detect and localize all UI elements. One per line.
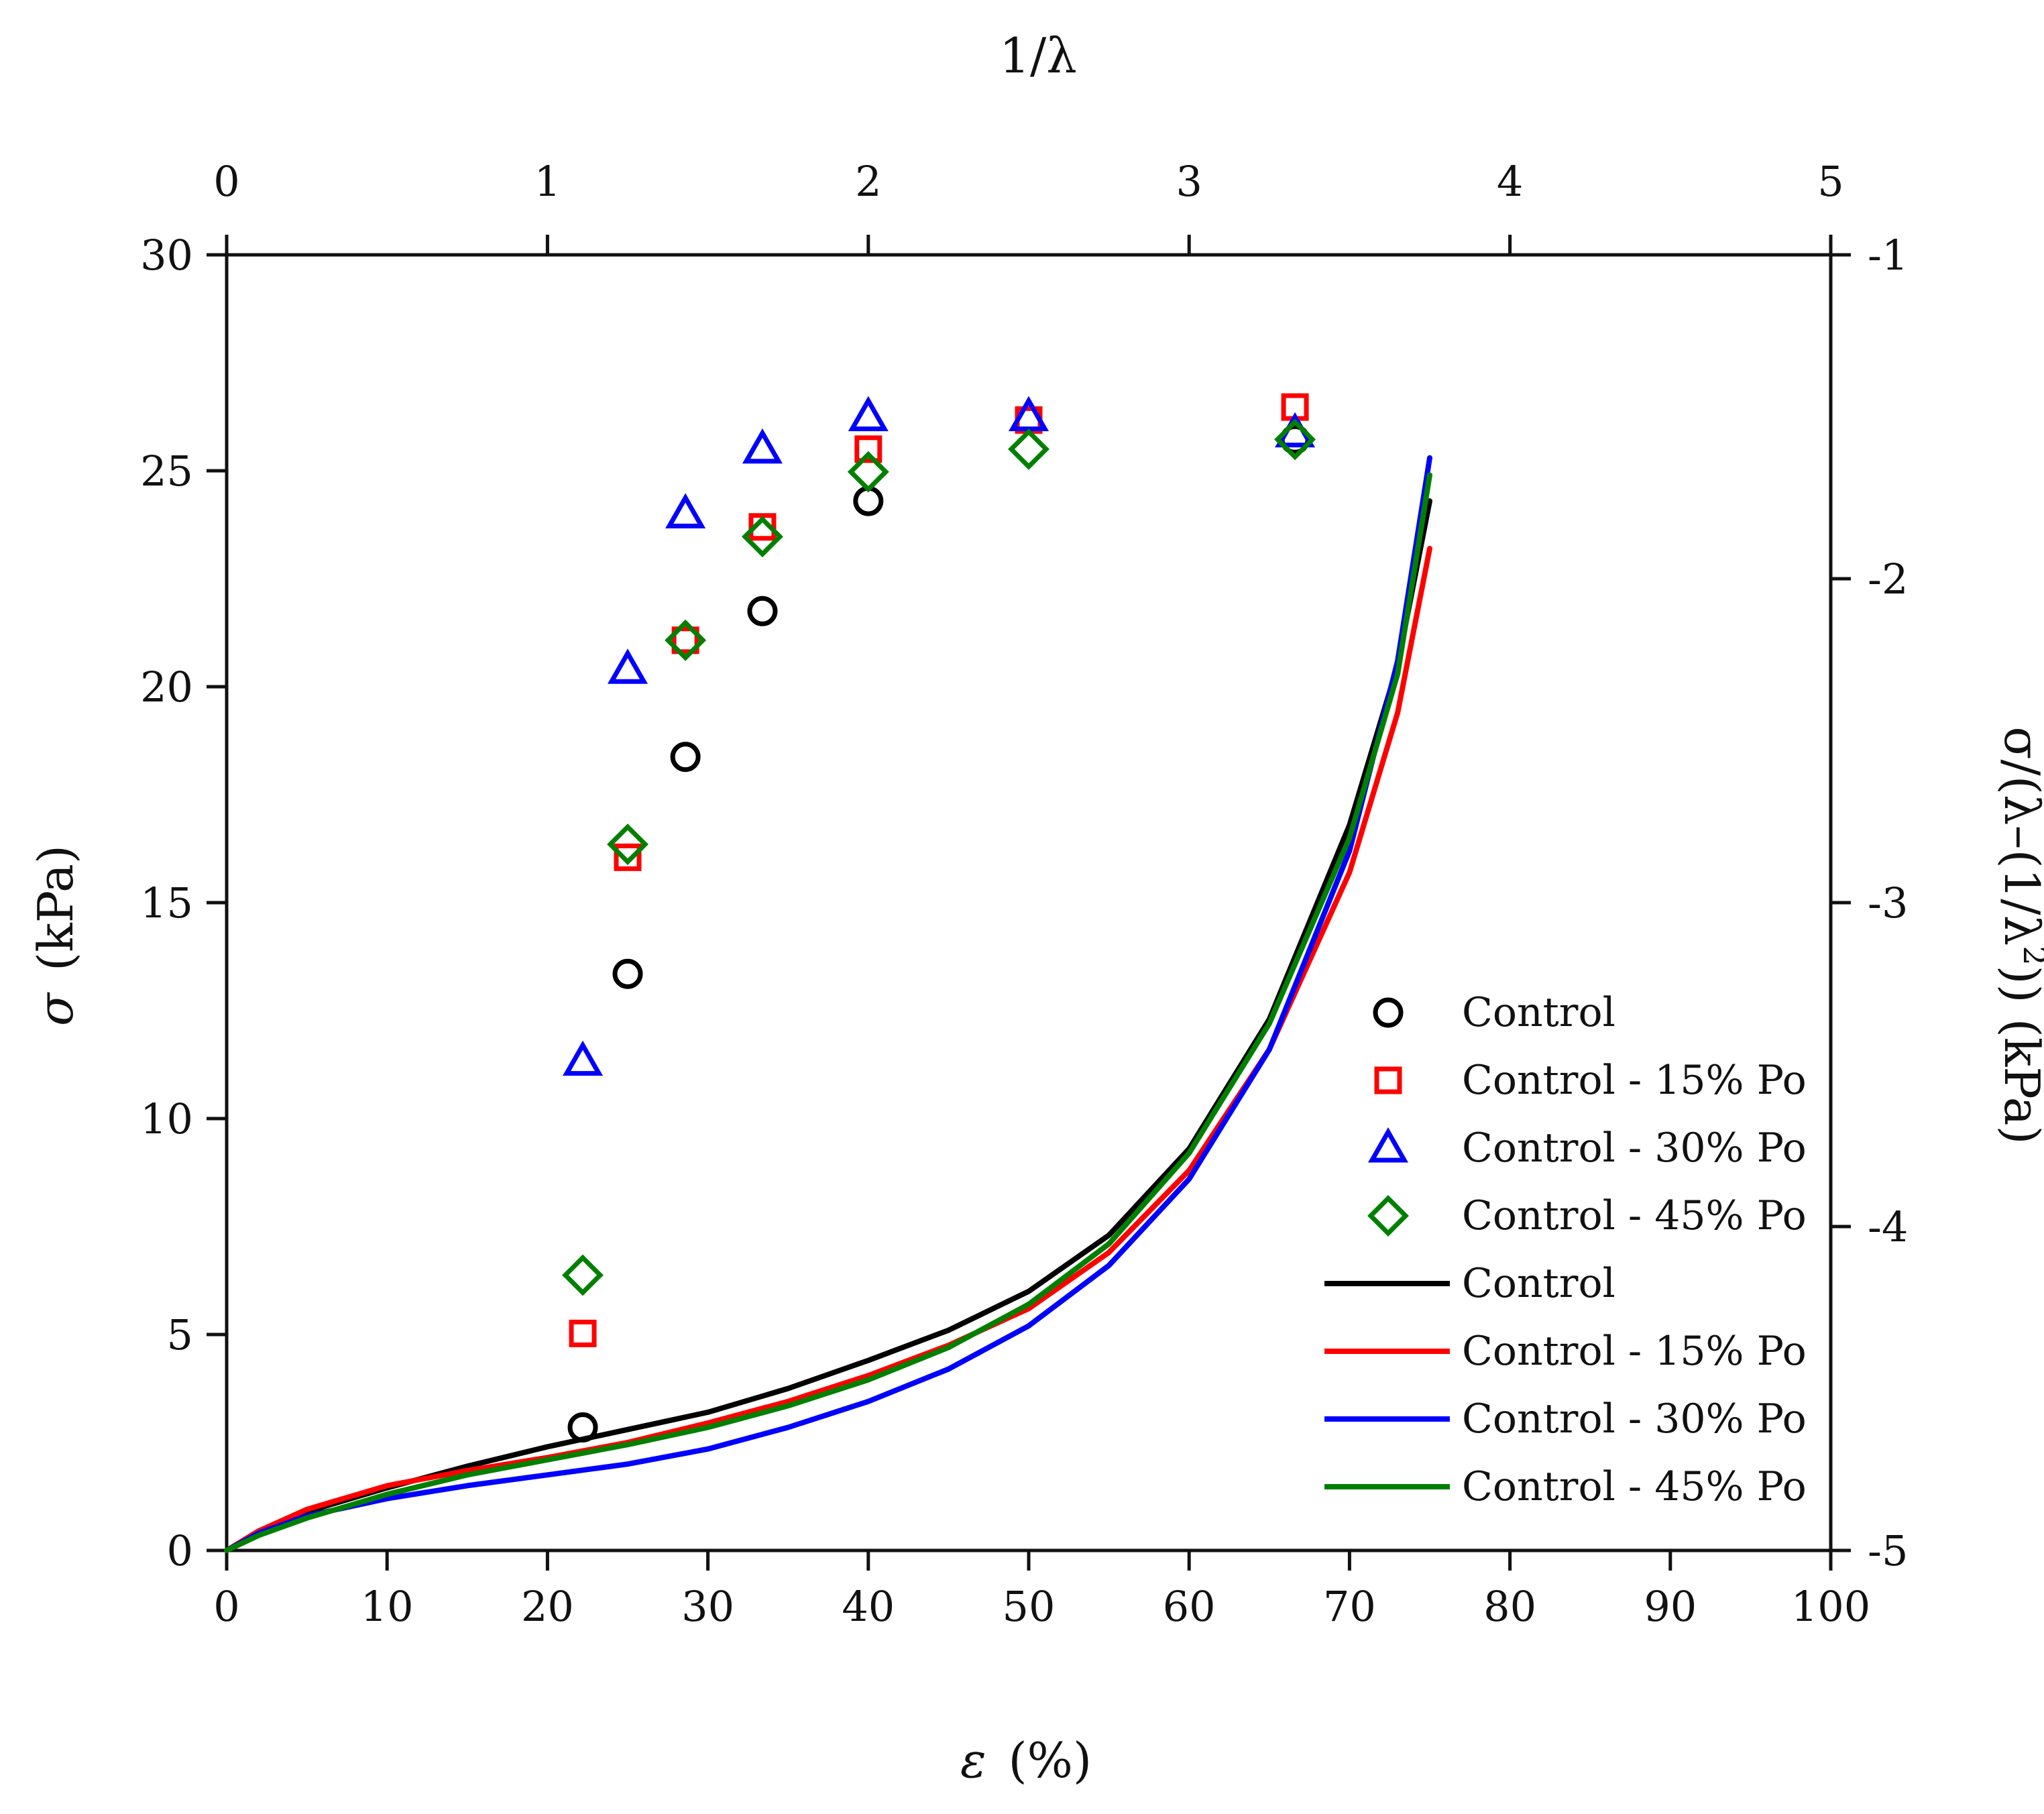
- right-tick-label: -4: [1868, 1202, 1908, 1251]
- bottom-tick-label: 10: [361, 1582, 414, 1631]
- data-point-circle: [567, 1412, 598, 1442]
- data-point-diamond: [562, 1254, 604, 1296]
- bottom-tick-label: 50: [1003, 1582, 1056, 1631]
- data-point-diamond: [741, 516, 783, 558]
- top-tick-label: 2: [855, 157, 881, 206]
- data-point-triangle: [607, 648, 648, 684]
- data-point-triangle: [742, 428, 783, 464]
- data-point-diamond: [665, 619, 707, 661]
- scatter-series-control-45pct-po: [562, 418, 1316, 1296]
- legend-label: Control: [1462, 989, 1615, 1036]
- right-tick-label: -5: [1868, 1526, 1908, 1575]
- fit-lines: [224, 455, 1432, 1553]
- data-point-circle: [670, 742, 701, 773]
- legend-label: Control - 15% Po: [1462, 1328, 1807, 1375]
- legend: Control Control - 15% Po Control - 30% Po C…: [1324, 989, 1807, 1510]
- top-tick-label: 3: [1176, 157, 1202, 206]
- legend-label: Control - 45% Po: [1462, 1192, 1807, 1239]
- bottom-axis-symbol: ε: [960, 1732, 986, 1789]
- data-point-diamond: [847, 451, 889, 493]
- scatter-series-control: [567, 424, 1310, 1442]
- right-tick-label: -1: [1868, 231, 1908, 280]
- data-point-square: [854, 435, 883, 463]
- legend-label: Control: [1462, 1260, 1615, 1307]
- data-point-square: [614, 843, 642, 871]
- right-axis-tail: )) (kPa): [1994, 966, 2044, 1145]
- right-tick-label: -2: [1868, 555, 1908, 604]
- data-point-circle: [747, 596, 778, 626]
- bottom-tick-label: 20: [521, 1582, 574, 1631]
- bottom-tick-label: 90: [1644, 1582, 1697, 1631]
- legend-marker-triangle: [1367, 1127, 1409, 1163]
- left-tick-label: 30: [140, 231, 193, 280]
- bottom-axis-unit: (%): [1008, 1732, 1092, 1789]
- left-tick-label: 15: [140, 878, 193, 927]
- bottom-tick-label: 0: [213, 1582, 239, 1631]
- legend-label: Control - 30% Po: [1462, 1125, 1807, 1172]
- right-tick-label: -3: [1868, 878, 1908, 927]
- data-point-square: [671, 626, 699, 655]
- left-tick-label: 0: [167, 1526, 193, 1575]
- right-axis-main: σ/(λ–(1/λ: [1994, 726, 2044, 946]
- bottom-tick-label: 70: [1323, 1582, 1376, 1631]
- top-tick-label: 4: [1497, 157, 1523, 206]
- top-axis-title: 1/λ: [999, 27, 1077, 84]
- top-tick-label: 5: [1817, 157, 1843, 206]
- legend-marker-diamond: [1367, 1195, 1409, 1237]
- data-point-triangle: [848, 396, 889, 431]
- line-series-control-30pct-po: [224, 455, 1432, 1553]
- data-point-square: [569, 1319, 597, 1347]
- data-points: [562, 393, 1316, 1442]
- legend-marker-circle: [1373, 997, 1404, 1028]
- left-tick-label: 5: [167, 1310, 193, 1359]
- bottom-tick-label: 30: [681, 1582, 734, 1631]
- legend-marker-square: [1374, 1066, 1402, 1094]
- data-point-square: [748, 513, 777, 541]
- bottom-tick-label: 80: [1483, 1582, 1536, 1631]
- data-point-diamond: [1274, 418, 1316, 461]
- left-axis-symbol: σ: [27, 992, 84, 1026]
- line-series-control-45pct-po: [224, 472, 1432, 1553]
- top-tick-label: 0: [213, 157, 239, 206]
- left-axis-unit: (kPa): [27, 845, 84, 971]
- legend-label: Control - 30% Po: [1462, 1396, 1807, 1442]
- top-tick-label: 1: [534, 157, 561, 206]
- top-x-axis: 0 1 2 3 4 5: [213, 157, 1844, 255]
- scatter-series-control-15pct-po: [569, 393, 1309, 1347]
- data-point-triangle: [562, 1040, 604, 1076]
- left-tick-label: 10: [140, 1094, 193, 1143]
- bottom-tick-label: 40: [842, 1582, 895, 1631]
- data-point-triangle: [665, 493, 706, 528]
- legend-label: Control - 45% Po: [1462, 1463, 1807, 1510]
- bottom-axis-title: ε (%): [960, 1732, 1092, 1789]
- right-y-axis: -5 -4 -3 -2 -1: [1831, 231, 1908, 1575]
- data-point-circle: [612, 958, 643, 989]
- left-tick-label: 20: [140, 663, 193, 712]
- bottom-x-axis: 0 10 20 30 40 50 60 70 80 90 100: [213, 1550, 1870, 1631]
- scatter-series-control-30pct-po: [562, 396, 1316, 1076]
- legend-label: Control - 15% Po: [1462, 1057, 1807, 1104]
- data-point-diamond: [1008, 428, 1049, 470]
- left-axis-title: σ (kPa): [27, 845, 84, 1026]
- left-tick-label: 25: [140, 447, 193, 496]
- left-y-axis: 0 5 10 15 20 25 30: [140, 231, 227, 1575]
- bottom-tick-label: 60: [1163, 1582, 1216, 1631]
- right-axis-title: σ/(λ–(1/λ2)) (kPa): [1994, 726, 2044, 1144]
- bottom-tick-label: 100: [1791, 1582, 1870, 1631]
- right-axis-sup: 2: [2017, 946, 2044, 965]
- data-point-diamond: [607, 824, 648, 866]
